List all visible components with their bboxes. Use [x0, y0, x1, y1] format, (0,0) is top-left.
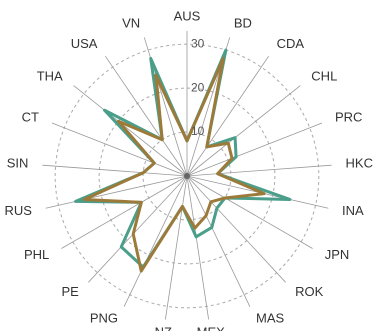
category-label: INA	[342, 203, 364, 218]
axis-spoke	[186, 175, 313, 249]
r-tick-label: 20	[191, 80, 205, 94]
category-label: CDA	[277, 36, 305, 51]
category-label: BD	[234, 16, 252, 31]
grid-ring	[98, 87, 276, 265]
axis-spoke	[88, 175, 188, 283]
axis-spoke	[42, 164, 188, 177]
category-label: JPN	[325, 247, 350, 262]
axis-spoke	[73, 85, 188, 177]
axis-spoke	[104, 55, 188, 177]
category-label: NZ	[155, 325, 172, 331]
category-label: MEX	[197, 325, 226, 331]
axis-spoke	[186, 175, 251, 307]
category-label: RUS	[5, 203, 33, 218]
category-label: SIN	[7, 156, 29, 171]
category-label: PRC	[335, 109, 362, 124]
axis-spoke	[186, 122, 323, 177]
category-label: HKC	[346, 156, 373, 171]
category-label: PHL	[24, 247, 49, 262]
r-tick-label: 10	[191, 124, 205, 138]
axis-spoke	[186, 164, 332, 177]
category-label: CHL	[311, 68, 337, 83]
axis-spoke	[123, 175, 188, 307]
category-label: THA	[37, 68, 63, 83]
category-label: MAS	[256, 311, 285, 326]
r-tick-label: 30	[191, 36, 205, 50]
category-label: ROK	[295, 284, 324, 299]
category-label: PNG	[90, 311, 118, 326]
axis-spoke	[61, 175, 188, 249]
category-label: PE	[62, 284, 80, 299]
category-label: CT	[22, 109, 39, 124]
series-line	[82, 56, 266, 273]
axis-spoke	[164, 175, 188, 320]
center	[184, 173, 190, 179]
axis-spoke	[45, 175, 188, 209]
axis-spoke	[186, 175, 210, 320]
axis-spoke	[186, 85, 301, 177]
category-label: AUS	[174, 8, 201, 23]
axis-spoke	[186, 55, 270, 177]
series-line	[74, 48, 292, 269]
axis-spoke	[186, 175, 286, 283]
axis-spoke	[51, 122, 188, 177]
category-label: VN	[122, 16, 140, 31]
category-label: USA	[71, 36, 98, 51]
